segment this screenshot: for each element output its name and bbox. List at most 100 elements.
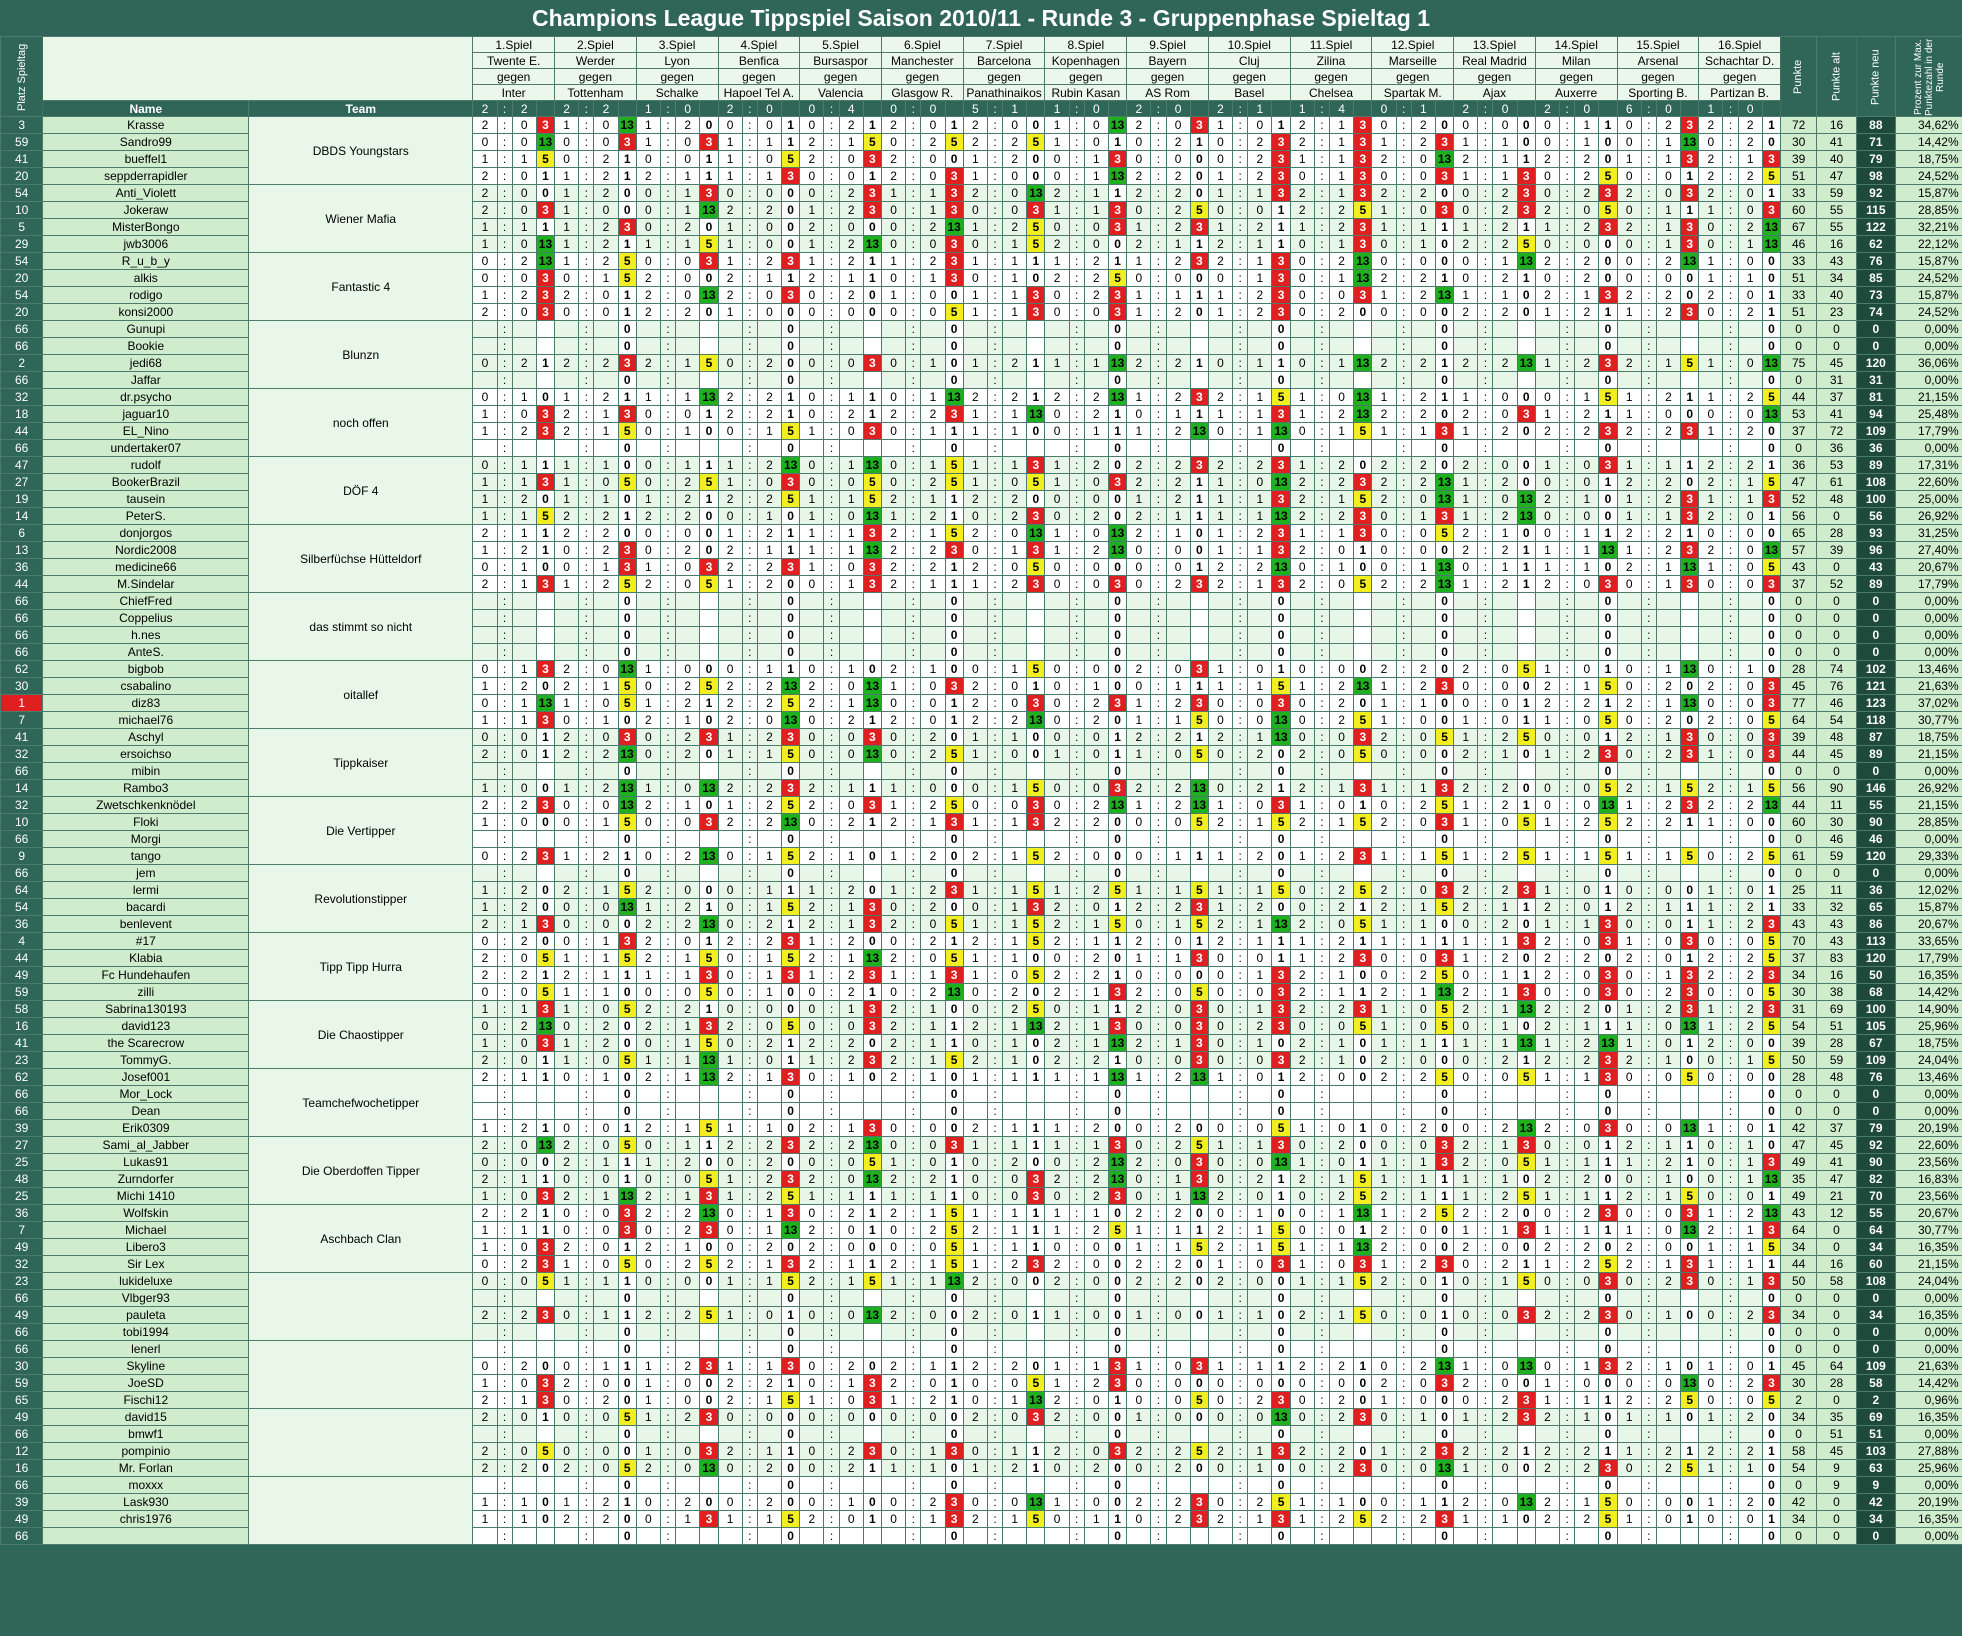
tip-away bbox=[1574, 337, 1600, 355]
player-name[interactable]: tango bbox=[42, 847, 250, 865]
tip-away: 2 bbox=[1737, 167, 1763, 185]
tip-colon: : bbox=[986, 303, 1004, 321]
tip-away bbox=[1328, 626, 1355, 644]
player-name[interactable]: benlevent bbox=[42, 915, 250, 933]
player-name[interactable]: PeterS. bbox=[42, 507, 250, 525]
player-name[interactable]: dr.psycho bbox=[42, 388, 250, 406]
points-old: 21 bbox=[1816, 1187, 1857, 1205]
player-name[interactable]: Anti_Violett bbox=[42, 184, 250, 202]
player-name[interactable]: AnteS. bbox=[42, 643, 250, 661]
player-name[interactable]: Michi 1410 bbox=[42, 1187, 250, 1205]
player-name[interactable]: Aschyl bbox=[42, 728, 250, 746]
points-round: 43 bbox=[1779, 558, 1818, 576]
player-name[interactable]: BookerBrazil bbox=[42, 473, 250, 491]
player-name[interactable]: Wolfskin bbox=[42, 1204, 250, 1222]
player-name[interactable]: bigbob bbox=[42, 660, 250, 678]
tip-away: 1 bbox=[920, 184, 946, 202]
player-name[interactable]: Dean bbox=[42, 1102, 250, 1120]
player-name[interactable]: h.nes bbox=[42, 626, 250, 644]
player-name[interactable]: Lukas91 bbox=[42, 1153, 250, 1171]
tip-points: 0 bbox=[1761, 524, 1781, 542]
tip-colon: : bbox=[823, 252, 840, 270]
player-name[interactable]: jwb3006 bbox=[42, 235, 250, 253]
points-old: 43 bbox=[1816, 252, 1857, 270]
player-name[interactable]: Morgi bbox=[42, 830, 250, 848]
player-name[interactable]: rudolf bbox=[42, 456, 250, 474]
player-name[interactable]: lermi bbox=[42, 881, 250, 899]
tip-colon: : bbox=[1722, 286, 1739, 304]
player-name[interactable]: Sir Lex bbox=[42, 1255, 250, 1273]
player-name[interactable]: Floki bbox=[42, 813, 250, 831]
tip-points: 0 bbox=[1598, 558, 1618, 576]
player-name[interactable]: david123 bbox=[42, 1017, 250, 1035]
tip-home: 0 bbox=[1534, 507, 1561, 525]
player-name[interactable]: Coppelius bbox=[42, 609, 250, 627]
tip-colon: : bbox=[1559, 1221, 1576, 1239]
player-name[interactable]: #17 bbox=[42, 932, 250, 950]
tip-colon: : bbox=[1068, 558, 1085, 576]
player-name[interactable]: michael76 bbox=[42, 711, 250, 729]
player-name[interactable]: M.Sindelar bbox=[42, 575, 250, 593]
tip-colon: : bbox=[1232, 558, 1249, 576]
player-name[interactable]: Mor_Lock bbox=[42, 1085, 250, 1103]
player-name[interactable]: Sandro99 bbox=[42, 133, 250, 151]
player-name[interactable]: rodigo bbox=[42, 286, 250, 304]
player-name[interactable]: medicine66 bbox=[42, 558, 250, 576]
player-name[interactable]: ChiefFred bbox=[42, 592, 250, 610]
player-name[interactable]: Nordic2008 bbox=[42, 541, 250, 559]
player-name[interactable]: zilli bbox=[42, 983, 250, 1001]
player-name[interactable]: csabalino bbox=[42, 677, 250, 695]
player-name[interactable]: Erik0309 bbox=[42, 1119, 250, 1137]
tip-colon: : bbox=[578, 1255, 595, 1273]
player-name[interactable]: bacardi bbox=[42, 898, 250, 916]
player-name[interactable]: Libero3 bbox=[42, 1238, 250, 1256]
player-name[interactable]: TommyG. bbox=[42, 1051, 250, 1069]
player-name[interactable]: R_u_b_y bbox=[42, 252, 250, 270]
player-name[interactable]: Sami_al_Jabber bbox=[42, 1136, 250, 1154]
player-name[interactable]: Fc Hundehaufen bbox=[42, 966, 250, 984]
player-name[interactable]: Michael bbox=[42, 1221, 250, 1239]
player-name[interactable]: lukideluxe bbox=[42, 1272, 250, 1290]
player-name[interactable]: Rambo3 bbox=[42, 779, 250, 797]
tip-away bbox=[1247, 1102, 1273, 1120]
player-name[interactable]: Jokeraw bbox=[42, 201, 250, 219]
player-name[interactable]: jedi68 bbox=[42, 354, 250, 372]
tip-points: 0 bbox=[1107, 847, 1128, 865]
player-name[interactable]: ersoichso bbox=[42, 745, 250, 763]
player-name[interactable]: mibin bbox=[42, 762, 250, 780]
tip-colon: : bbox=[905, 949, 922, 967]
player-name[interactable]: EL_Nino bbox=[42, 422, 250, 440]
player-name[interactable]: konsi2000 bbox=[42, 303, 250, 321]
player-name[interactable]: alkis bbox=[42, 269, 250, 287]
player-name[interactable]: tausein bbox=[42, 490, 250, 508]
player-name[interactable]: donjorgos bbox=[42, 524, 250, 542]
tip-home: 1 bbox=[1371, 932, 1397, 950]
player-name[interactable]: diz83 bbox=[42, 694, 250, 712]
player-name[interactable]: MisterBongo bbox=[42, 218, 250, 236]
player-name[interactable]: Jaffar bbox=[42, 371, 250, 389]
player-name[interactable]: jem bbox=[42, 864, 250, 882]
tip-away: 2 bbox=[1083, 966, 1110, 984]
player-name[interactable]: the Scarecrow bbox=[42, 1034, 250, 1052]
player-name[interactable]: Krasse bbox=[42, 116, 250, 134]
tip-away: 1 bbox=[1247, 269, 1273, 287]
player-name[interactable]: Josef001 bbox=[42, 1068, 250, 1086]
player-name[interactable]: bueffel1 bbox=[42, 150, 250, 168]
points-new: 0 bbox=[1855, 626, 1897, 644]
tip-colon: : bbox=[1477, 269, 1494, 287]
tip-points: 13 bbox=[699, 847, 719, 865]
player-name[interactable]: Zwetschkenknödel bbox=[42, 796, 250, 814]
player-name[interactable]: Klabia bbox=[42, 949, 250, 967]
player-name[interactable]: Zurndorfer bbox=[42, 1170, 250, 1188]
tip-points: 3 bbox=[1680, 575, 1700, 593]
tip-away bbox=[1002, 337, 1028, 355]
player-name[interactable]: Sabrina130193 bbox=[42, 1000, 250, 1018]
player-name[interactable]: undertaker07 bbox=[42, 439, 250, 457]
player-name[interactable]: jaguar10 bbox=[42, 405, 250, 423]
tip-colon: : bbox=[741, 745, 758, 763]
tip-points: 3 bbox=[862, 966, 882, 984]
player-name[interactable]: Gunupi bbox=[42, 320, 250, 338]
player-name[interactable]: seppderrapidler bbox=[42, 167, 250, 185]
player-name[interactable]: Bookie bbox=[42, 337, 250, 355]
tip-colon: : bbox=[1559, 949, 1576, 967]
